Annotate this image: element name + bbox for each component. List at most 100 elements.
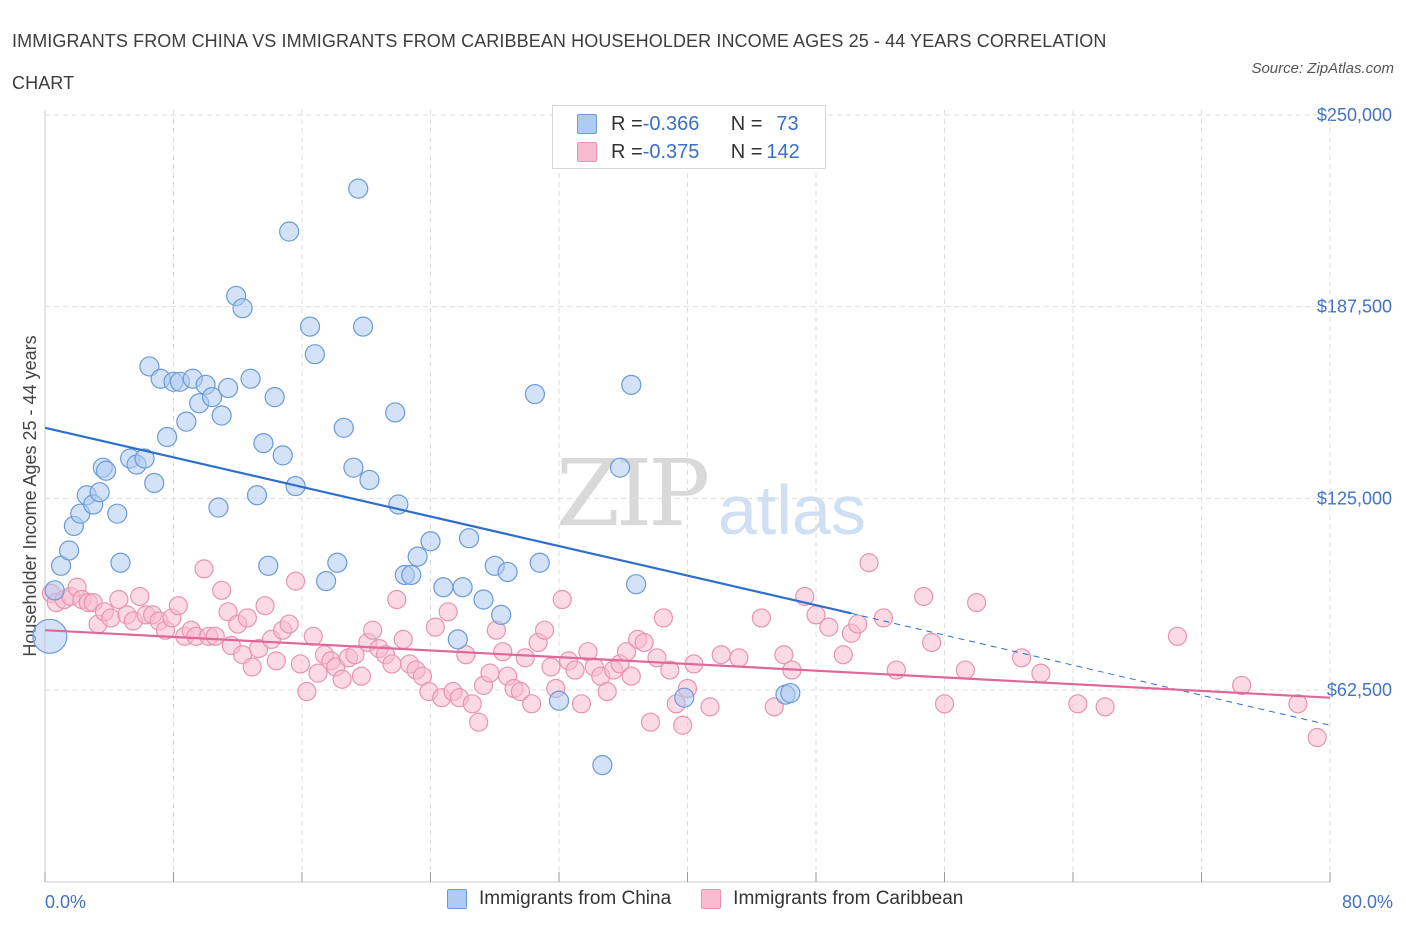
series-swatch-china xyxy=(447,889,467,909)
china-point xyxy=(156,426,178,448)
series-legend-china[interactable]: Immigrants from China xyxy=(447,888,671,910)
china-point xyxy=(452,577,473,598)
china-point xyxy=(218,377,239,399)
china-point xyxy=(473,589,494,610)
caribbean-point xyxy=(194,559,214,579)
caribbean-point xyxy=(101,608,121,628)
caribbean-point xyxy=(774,645,794,665)
china-point xyxy=(359,469,380,491)
caribbean-trend-line xyxy=(44,629,1331,699)
series-label-china: Immigrants from China xyxy=(479,888,672,909)
caribbean-point xyxy=(833,645,853,665)
caribbean-point xyxy=(955,660,975,680)
caribbean-point xyxy=(425,617,445,637)
caribbean-point xyxy=(351,666,372,686)
series-label-caribbean: Immigrants from Caribbean xyxy=(733,888,964,909)
caribbean-point xyxy=(456,645,476,665)
china-point xyxy=(420,531,441,552)
caribbean-point xyxy=(751,608,771,628)
china-point xyxy=(44,580,65,601)
caribbean-point xyxy=(297,681,317,702)
china-point xyxy=(609,457,631,478)
caribbean-point xyxy=(109,589,129,610)
legend-n-value-china: 73 xyxy=(776,112,799,135)
china-point xyxy=(110,552,131,573)
x-tick-label: 80.0% xyxy=(1342,892,1393,912)
caribbean-point xyxy=(922,632,942,653)
watermark-zip: ZIP xyxy=(556,440,710,547)
caribbean-point xyxy=(859,553,879,573)
china-point xyxy=(333,417,354,438)
caribbean-point xyxy=(1307,727,1327,748)
caribbean-point xyxy=(764,697,784,717)
caribbean-point xyxy=(237,608,257,628)
legend-swatch-china xyxy=(577,114,597,134)
source-label: Source: ZipAtlas.com xyxy=(1251,60,1394,77)
chart-title: IMMIGRANTS FROM CHINA VS IMMIGRANTS FROM… xyxy=(12,31,1107,93)
caribbean-point xyxy=(130,586,150,607)
china-point xyxy=(304,344,325,365)
caribbean-point xyxy=(534,620,555,640)
legend-row-china: R = -0.366 N = 73 xyxy=(577,111,799,137)
caribbean-point xyxy=(711,645,731,665)
china-point xyxy=(89,482,110,503)
caribbean-point xyxy=(393,629,413,649)
china-point xyxy=(780,682,801,704)
china-point xyxy=(58,540,80,561)
legend-n-label-china: N = xyxy=(730,112,763,135)
legend-r-value-caribbean: -0.375 xyxy=(642,140,700,163)
caribbean-point xyxy=(597,681,617,702)
china-point xyxy=(211,405,232,426)
caribbean-point xyxy=(848,614,868,634)
caribbean-point xyxy=(469,712,489,732)
caribbean-point xyxy=(886,660,906,680)
caribbean-point xyxy=(640,712,661,732)
caribbean-point xyxy=(493,642,513,662)
legend-r-label-china: R = xyxy=(611,112,643,135)
china-point xyxy=(348,178,369,199)
caribbean-point xyxy=(873,608,894,628)
china-point xyxy=(343,457,364,478)
legend-swatch-caribbean xyxy=(577,142,597,162)
china-point xyxy=(674,687,695,708)
caribbean-point xyxy=(934,694,955,714)
china-point xyxy=(529,552,550,573)
y-axis-label: Householder Income Ages 25 - 44 years xyxy=(20,335,40,656)
caribbean-point xyxy=(303,626,323,646)
caribbean-point xyxy=(1068,694,1088,714)
caribbean-point xyxy=(382,654,402,674)
caribbean-point xyxy=(700,697,720,717)
legend-n-value-caribbean: 142 xyxy=(766,140,800,163)
watermark-atlas: atlas xyxy=(718,471,866,549)
caribbean-point xyxy=(1288,694,1308,714)
caribbean-point xyxy=(242,657,262,677)
china-point xyxy=(592,755,613,776)
china-point xyxy=(144,472,165,494)
series-legend: Immigrants from China Immigrants from Ca… xyxy=(447,888,993,910)
caribbean-point xyxy=(914,586,934,607)
y-tick-label: $250,000 xyxy=(1317,105,1392,125)
series-legend-caribbean[interactable]: Immigrants from Caribbean xyxy=(701,888,963,910)
y-tick-label: $125,000 xyxy=(1317,488,1392,508)
correlation-legend: R = -0.366 N = 73 R = -0.375 N = 142 xyxy=(552,105,826,169)
china-trend-line xyxy=(44,426,852,615)
china-point xyxy=(134,448,155,469)
legend-n-label-caribbean: N = xyxy=(730,140,763,163)
y-tick-label: $62,500 xyxy=(1327,680,1392,700)
china-point xyxy=(272,445,293,466)
caribbean-point xyxy=(290,654,310,674)
caribbean-point xyxy=(255,596,275,616)
y-tick-label: $187,500 xyxy=(1317,297,1392,317)
caribbean-point xyxy=(332,669,352,689)
caribbean-point xyxy=(387,589,407,610)
china-point xyxy=(176,411,197,432)
caribbean-point xyxy=(522,694,542,714)
china-point xyxy=(246,485,268,506)
caribbean-point xyxy=(1167,626,1188,646)
china-point xyxy=(201,387,223,408)
china-point xyxy=(253,433,274,454)
caribbean-point xyxy=(673,715,693,735)
caribbean-point xyxy=(168,596,188,616)
china-point xyxy=(352,316,374,337)
